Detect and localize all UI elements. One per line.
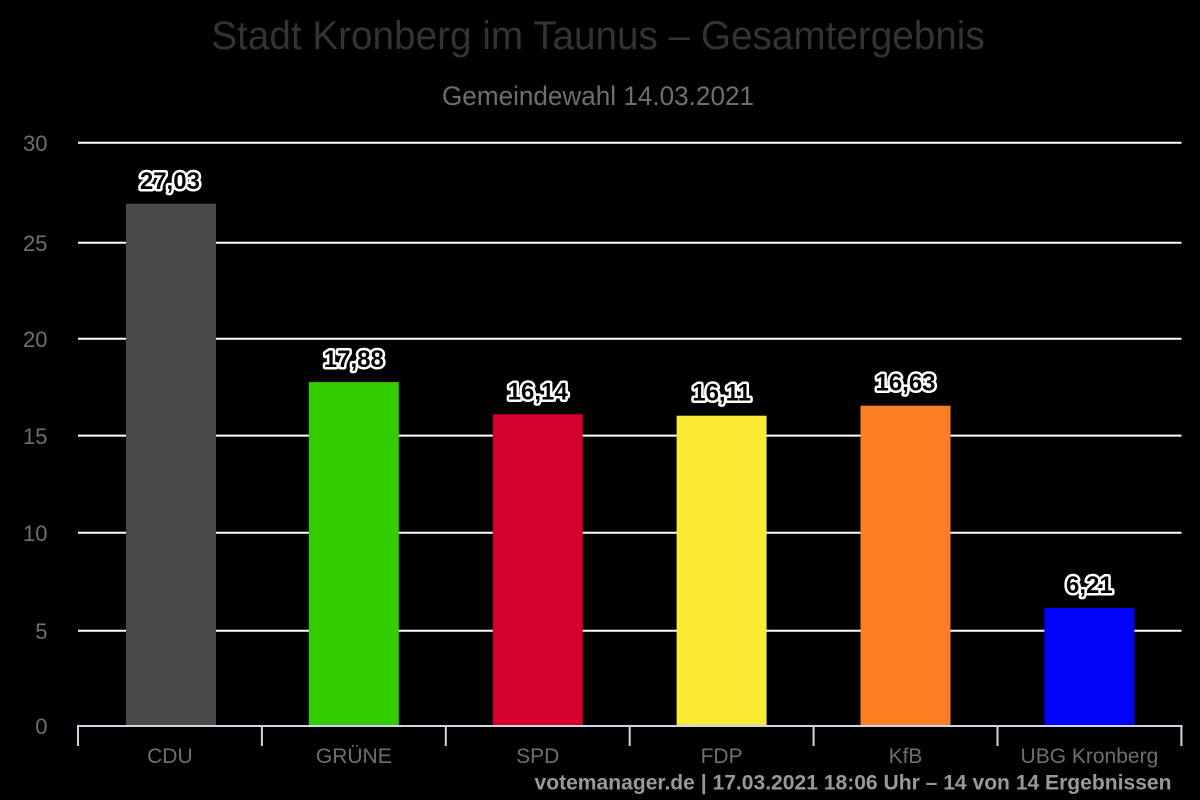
svg-text:Gemeindewahl 14.03.2021: Gemeindewahl 14.03.2021 (442, 81, 754, 111)
svg-text:votemanager.de | 17.03.2021 18: votemanager.de | 17.03.2021 18:06 Uhr – … (535, 772, 1172, 795)
svg-text:17,88: 17,88 (324, 346, 384, 373)
svg-text:SPD: SPD (516, 745, 559, 768)
svg-text:CDU: CDU (147, 745, 193, 768)
svg-text:30: 30 (23, 131, 47, 156)
svg-text:25: 25 (23, 231, 47, 256)
svg-text:6,21: 6,21 (1066, 572, 1113, 599)
svg-text:Stadt Kronberg im Taunus – Ges: Stadt Kronberg im Taunus – Gesamtergebni… (211, 14, 985, 58)
svg-text:27,03: 27,03 (140, 168, 200, 195)
svg-text:15: 15 (23, 424, 47, 449)
svg-text:FDP: FDP (701, 745, 743, 768)
svg-text:KfB: KfB (889, 745, 923, 768)
svg-text:10: 10 (23, 521, 47, 546)
svg-text:16,14: 16,14 (508, 378, 569, 405)
svg-text:GRÜNE: GRÜNE (316, 745, 392, 768)
svg-text:5: 5 (35, 619, 47, 644)
svg-text:16,63: 16,63 (875, 370, 935, 397)
svg-text:UBG Kronberg: UBG Kronberg (1021, 745, 1159, 768)
svg-text:16,11: 16,11 (692, 380, 751, 407)
svg-text:0: 0 (35, 714, 47, 739)
svg-text:20: 20 (23, 327, 47, 352)
